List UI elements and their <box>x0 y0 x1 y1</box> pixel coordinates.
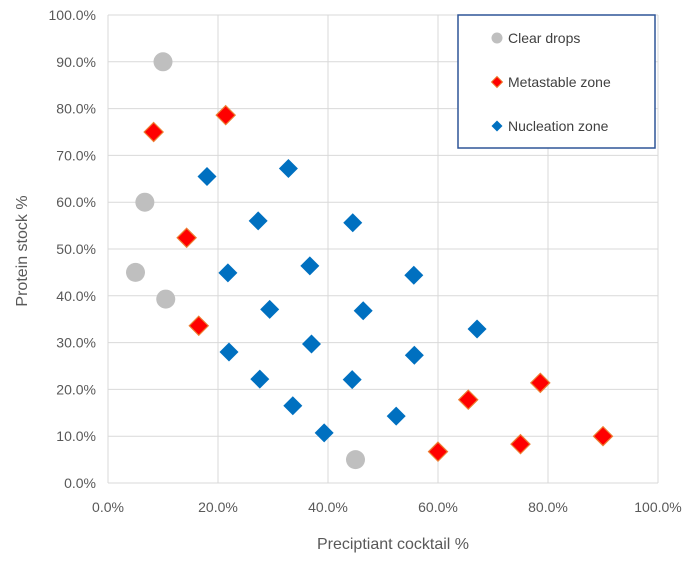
x-tick-label: 0.0% <box>92 499 124 515</box>
y-tick-label: 100.0% <box>49 7 96 23</box>
clear-drops-point <box>135 192 155 212</box>
metastable-zone-point <box>188 315 210 337</box>
y-tick-labels: 0.0% 10.0% 20.0% 30.0% 40.0% 50.0% 60.0% 70.0% 8… <box>49 7 96 491</box>
legend: Clear drops Metastable zone Nucleation zon… <box>457 14 656 149</box>
gridlines <box>107 14 659 484</box>
x-tick-label: 60.0% <box>418 499 458 515</box>
y-tick-label: 80.0% <box>56 101 96 117</box>
clear-drops-point <box>126 262 145 282</box>
y-axis-title: Protein stock % <box>14 195 31 306</box>
clear-drops-point <box>346 450 365 470</box>
nucleation-zone-point <box>250 369 270 389</box>
metastable-zone-point <box>592 425 614 447</box>
metastable-zone-point <box>457 389 479 411</box>
nucleation-zone-point <box>342 370 362 390</box>
nucleation-zone-point <box>404 345 424 365</box>
x-tick-label: 40.0% <box>308 499 348 515</box>
nucleation-zone-point <box>404 265 424 285</box>
legend-box <box>457 14 656 149</box>
legend-label-nucleation-zone: Nucleation zone <box>508 118 609 134</box>
clear-drops-point <box>156 289 176 309</box>
legend-marker-clear-drops <box>491 32 503 44</box>
x-tick-label: 100.0% <box>634 499 681 515</box>
nucleation-zone-point <box>302 334 321 354</box>
y-tick-label: 30.0% <box>56 335 96 351</box>
metastable-zone-point <box>215 104 237 126</box>
legend-label-clear-drops: Clear drops <box>508 30 580 46</box>
metastable-zone-point <box>427 441 449 462</box>
legend-marker-nucleation-zone <box>491 120 503 132</box>
y-tick-label: 0.0% <box>64 475 96 491</box>
data-points <box>126 52 614 470</box>
nucleation-zone-point <box>314 423 334 443</box>
y-tick-label: 50.0% <box>56 241 96 257</box>
nucleation-zone-point <box>219 342 239 362</box>
nucleation-zone-point <box>248 211 268 231</box>
x-tick-labels: 0.0% 20.0% 40.0% 60.0% 80.0% 100.0% <box>92 499 682 515</box>
nucleation-zone-point <box>300 256 320 276</box>
y-tick-label: 70.0% <box>56 147 96 163</box>
legend-items: Clear drops Metastable zone Nucleation zon… <box>490 30 611 134</box>
y-tick-label: 60.0% <box>56 194 96 210</box>
legend-label-metastable-zone: Metastable zone <box>508 74 611 90</box>
clear-drops-point <box>153 52 173 72</box>
nucleation-zone-point <box>197 166 217 186</box>
nucleation-zone-point <box>386 406 406 426</box>
y-tick-label: 40.0% <box>56 288 96 304</box>
nucleation-zone-point <box>218 263 238 283</box>
x-axis-title: Preciptiant cocktail % <box>317 536 469 553</box>
legend-marker-metastable-zone <box>490 75 504 89</box>
y-tick-label: 90.0% <box>56 54 96 70</box>
metastable-zone-point <box>510 433 531 455</box>
y-tick-label: 10.0% <box>56 428 96 444</box>
metastable-zone-point <box>176 227 197 249</box>
nucleation-zone-point <box>353 301 373 321</box>
nucleation-zone-point <box>260 299 280 319</box>
x-tick-label: 20.0% <box>198 499 238 515</box>
metastable-zone-point <box>143 121 164 143</box>
metastable-zone-point <box>529 372 551 394</box>
nucleation-zone-point <box>467 319 487 339</box>
nucleation-zone-point <box>278 159 298 179</box>
nucleation-zone-point <box>283 396 303 416</box>
x-tick-label: 80.0% <box>528 499 568 515</box>
y-tick-label: 20.0% <box>56 381 96 397</box>
nucleation-zone-point <box>343 213 363 233</box>
